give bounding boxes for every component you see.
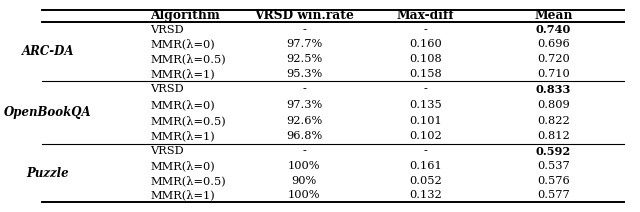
Text: VRSD: VRSD xyxy=(150,146,184,156)
Text: 0.158: 0.158 xyxy=(409,69,442,79)
Text: 96.8%: 96.8% xyxy=(286,131,322,141)
Text: 0.809: 0.809 xyxy=(537,100,570,110)
Text: -: - xyxy=(424,146,428,156)
Text: ARC-DA: ARC-DA xyxy=(22,45,74,58)
Text: 0.537: 0.537 xyxy=(537,161,570,171)
Text: 100%: 100% xyxy=(288,161,320,171)
Text: 0.833: 0.833 xyxy=(536,84,572,95)
Text: 0.710: 0.710 xyxy=(537,69,570,79)
Text: -: - xyxy=(302,146,306,156)
Text: -: - xyxy=(302,84,306,94)
Text: 0.822: 0.822 xyxy=(537,116,570,126)
Text: 0.108: 0.108 xyxy=(409,54,442,64)
Text: -: - xyxy=(424,25,428,35)
Text: 90%: 90% xyxy=(291,176,317,186)
Text: MMR(λ=1): MMR(λ=1) xyxy=(150,68,215,79)
Text: 0.135: 0.135 xyxy=(409,100,442,110)
Text: 0.696: 0.696 xyxy=(537,39,570,49)
Text: MMR(λ=0.5): MMR(λ=0.5) xyxy=(150,175,226,186)
Text: 97.7%: 97.7% xyxy=(286,39,322,49)
Text: 0.101: 0.101 xyxy=(409,116,442,126)
Text: 0.720: 0.720 xyxy=(537,54,570,64)
Text: MMR(λ=0): MMR(λ=0) xyxy=(150,161,215,171)
Text: Mean: Mean xyxy=(534,9,573,22)
Text: 0.052: 0.052 xyxy=(409,176,442,186)
Text: 0.160: 0.160 xyxy=(409,39,442,49)
Text: Max-diff: Max-diff xyxy=(397,9,454,22)
Text: MMR(λ=1): MMR(λ=1) xyxy=(150,131,215,142)
Text: MMR(λ=0.5): MMR(λ=0.5) xyxy=(150,54,226,64)
Text: MMR(λ=1): MMR(λ=1) xyxy=(150,190,215,201)
Text: MMR(λ=0): MMR(λ=0) xyxy=(150,99,215,110)
Text: MMR(λ=0): MMR(λ=0) xyxy=(150,39,215,50)
Text: -: - xyxy=(302,25,306,35)
Text: VRSD win.rate: VRSD win.rate xyxy=(254,9,354,22)
Text: OpenBookQA: OpenBookQA xyxy=(4,106,92,119)
Text: 0.577: 0.577 xyxy=(537,190,570,200)
Text: -: - xyxy=(424,84,428,94)
Text: MMR(λ=0.5): MMR(λ=0.5) xyxy=(150,115,226,126)
Text: 0.812: 0.812 xyxy=(537,131,570,141)
Text: 0.740: 0.740 xyxy=(536,24,572,35)
Text: Algorithm: Algorithm xyxy=(150,9,220,22)
Text: 92.6%: 92.6% xyxy=(286,116,322,126)
Text: 0.576: 0.576 xyxy=(537,176,570,186)
Text: 0.132: 0.132 xyxy=(409,190,442,200)
Text: 95.3%: 95.3% xyxy=(286,69,322,79)
Text: 97.3%: 97.3% xyxy=(286,100,322,110)
Text: 92.5%: 92.5% xyxy=(286,54,322,64)
Text: 0.102: 0.102 xyxy=(409,131,442,141)
Text: VRSD: VRSD xyxy=(150,25,184,35)
Text: 0.161: 0.161 xyxy=(409,161,442,171)
Text: 100%: 100% xyxy=(288,190,320,200)
Text: Puzzle: Puzzle xyxy=(27,167,69,180)
Text: VRSD: VRSD xyxy=(150,84,184,94)
Text: 0.592: 0.592 xyxy=(536,146,572,157)
